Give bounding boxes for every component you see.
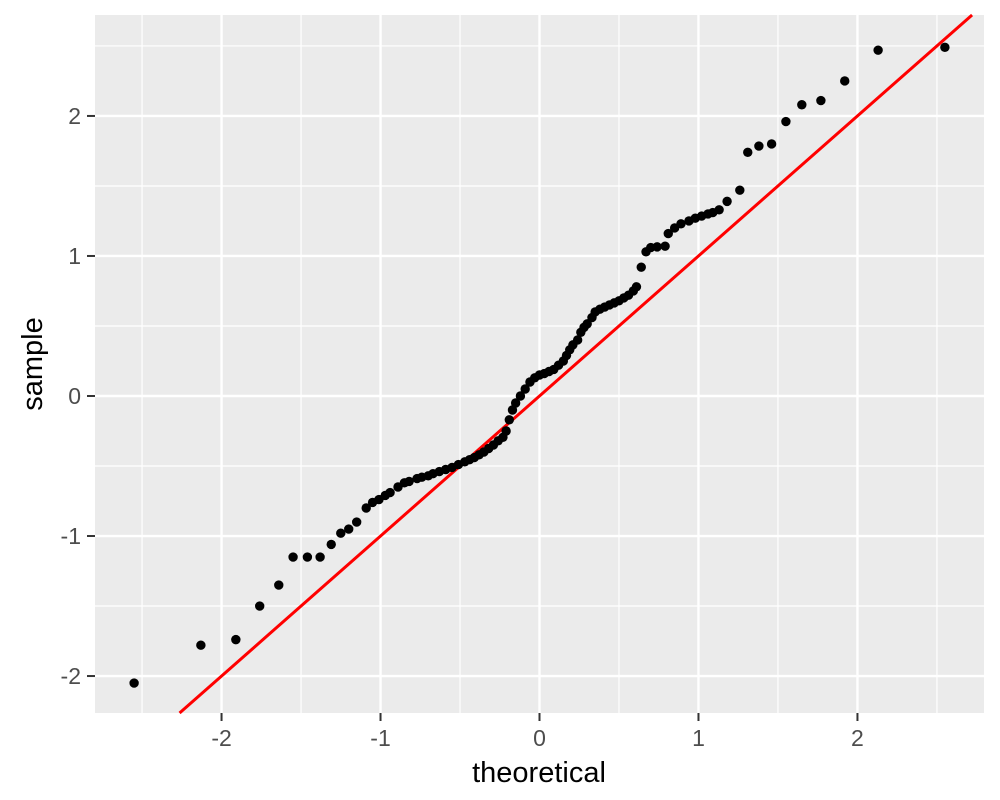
qq-point [385, 487, 395, 498]
qq-point [326, 539, 336, 550]
qq-point [196, 640, 206, 650]
x-axis-tick-label: -2 [211, 725, 231, 751]
scatter-points-layer [129, 42, 950, 688]
qq-point [781, 116, 791, 127]
qq-point [676, 219, 686, 229]
qq-point [840, 76, 850, 86]
qq-point [274, 580, 284, 590]
qq-point [735, 185, 745, 195]
qq-point [288, 552, 298, 562]
y-axis-title: sample [17, 317, 49, 411]
qq-point [129, 678, 139, 688]
reference-line-layer [178, 13, 974, 715]
x-axis-tick-label: 1 [692, 725, 705, 751]
y-axis-tick-label: -1 [61, 523, 81, 549]
y-axis-tick-label: 0 [68, 383, 81, 409]
y-axis-tick-label: 1 [68, 243, 81, 269]
qq-point [652, 242, 662, 252]
qq-point [520, 384, 530, 394]
axis-tick-labels-layer: -2 -1 0 1 2 -2 -1 0 1 2 [61, 103, 864, 751]
y-axis-tick-label: 2 [68, 103, 81, 129]
qq-point [572, 335, 583, 345]
qq-point [940, 42, 950, 53]
qq-point [754, 141, 764, 151]
qq-point [507, 405, 518, 415]
qq-point [404, 476, 414, 487]
y-axis-tick-label: -2 [61, 663, 81, 689]
qq-point [797, 100, 807, 110]
qq-point [504, 415, 514, 425]
qq-point [315, 552, 325, 562]
qq-point [351, 517, 362, 527]
qq-point [766, 139, 777, 149]
qq-point [636, 262, 646, 272]
qq-point [255, 601, 265, 611]
qq-point [231, 634, 241, 645]
qq-point [663, 228, 673, 239]
qq-point [302, 552, 313, 562]
x-axis-tick-label: -1 [370, 725, 390, 751]
axis-ticks-layer [87, 114, 859, 721]
qq-point [510, 398, 521, 408]
qq-point [336, 528, 346, 538]
qq-point [816, 95, 826, 106]
qq-point [631, 282, 642, 292]
qq-point [714, 205, 724, 215]
qq-point [873, 45, 883, 55]
qq-point [344, 524, 354, 534]
x-axis-title: theoretical [472, 757, 606, 789]
qq-point [501, 426, 511, 436]
x-axis-tick-label: 2 [851, 725, 864, 751]
qq-point [515, 391, 526, 401]
qq-reference-line [178, 13, 974, 715]
qq-point [361, 503, 371, 513]
x-axis-tick-label: 0 [533, 725, 546, 751]
qq-point [743, 147, 753, 158]
qq-point [722, 196, 732, 207]
qq-point [660, 241, 670, 251]
